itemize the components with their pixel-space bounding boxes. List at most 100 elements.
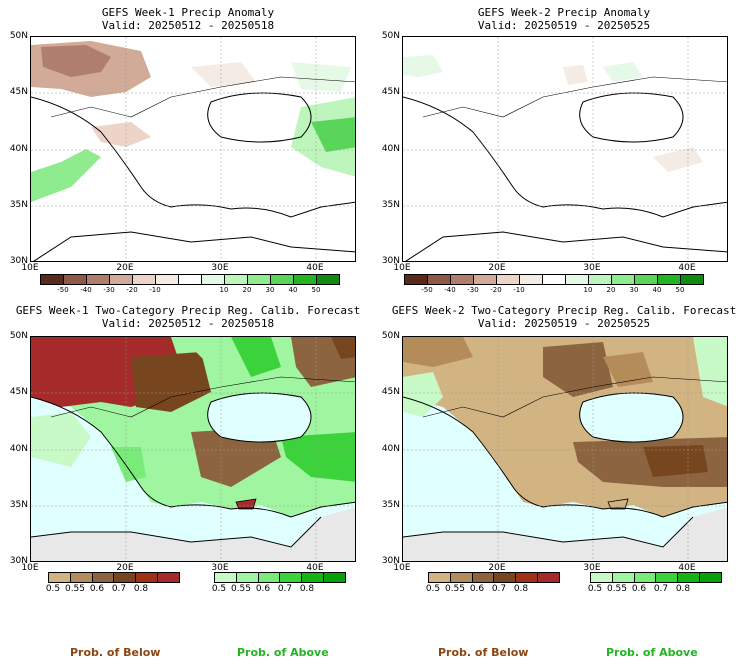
colorbar-tick: -10 xyxy=(513,286,525,294)
colorbar-tick: 0.5 xyxy=(211,584,227,594)
lat-label: 30N xyxy=(9,556,28,566)
panel-valid-dates: Valid: 20250519 - 20250525 xyxy=(477,19,651,32)
anomaly-map xyxy=(30,36,356,262)
colorbar-tick: 30 xyxy=(629,286,639,294)
panel-week1-anomaly: GEFS Week-1 Precip Anomaly Valid: 202505… xyxy=(0,0,376,300)
colorbar-tick: 0.55 xyxy=(444,584,466,594)
colorbar-tick: 0.6 xyxy=(631,584,647,594)
lat-label: 35N xyxy=(381,200,400,210)
probability-map xyxy=(402,336,728,562)
panel-title: GEFS Week-1 Two-Category Precip Reg. Cal… xyxy=(15,304,361,317)
colorbar-tick: 0.5 xyxy=(425,584,441,594)
colorbar-tick: -20 xyxy=(490,286,502,294)
lon-label: 10E xyxy=(393,263,411,273)
colorbar-tick: 0.5 xyxy=(587,584,603,594)
below-colorbar xyxy=(48,572,180,583)
colorbar-tick: 0.7 xyxy=(653,584,669,594)
lat-label: 50N xyxy=(381,31,400,41)
lat-label: 45N xyxy=(381,87,400,97)
lon-label: 20E xyxy=(116,563,134,573)
colorbar-tick: 0.7 xyxy=(111,584,127,594)
panel-title: GEFS Week-2 Two-Category Precip Reg. Cal… xyxy=(391,304,737,317)
colorbar-tick: 50 xyxy=(311,286,321,294)
colorbar-tick: 0.7 xyxy=(491,584,507,594)
map-canvas xyxy=(403,337,727,561)
map-canvas xyxy=(31,37,355,261)
lat-label: 35N xyxy=(381,500,400,510)
lat-label: 40N xyxy=(381,444,400,454)
panel-valid-dates: Valid: 20250512 - 20250518 xyxy=(101,317,275,330)
anomaly-colorbar xyxy=(40,274,340,285)
colorbar-tick: 10 xyxy=(219,286,229,294)
colorbar-tick: 0.6 xyxy=(89,584,105,594)
lon-label: 30E xyxy=(583,263,601,273)
colorbar-tick: 0.7 xyxy=(277,584,293,594)
probability-map xyxy=(30,336,356,562)
prob-above-label: Prob. of Above xyxy=(237,646,329,659)
colorbar-tick: -40 xyxy=(80,286,92,294)
lat-label: 45N xyxy=(9,387,28,397)
lat-label: 30N xyxy=(381,256,400,266)
map-canvas xyxy=(31,337,355,561)
lon-label: 30E xyxy=(211,563,229,573)
colorbar-tick: 30 xyxy=(265,286,275,294)
colorbar-tick: 0.8 xyxy=(299,584,315,594)
colorbar-tick: -30 xyxy=(103,286,115,294)
lon-label: 30E xyxy=(211,263,229,273)
above-colorbar xyxy=(214,572,346,583)
prob-below-label: Prob. of Below xyxy=(438,646,529,659)
lon-label: 20E xyxy=(488,263,506,273)
panel-week1-probability: GEFS Week-1 Two-Category Precip Reg. Cal… xyxy=(0,300,376,600)
panel-title: GEFS Week-2 Precip Anomaly xyxy=(477,6,651,19)
colorbar-tick: 10 xyxy=(583,286,593,294)
lat-label: 35N xyxy=(9,500,28,510)
lat-label: 30N xyxy=(9,256,28,266)
colorbar-tick: -50 xyxy=(421,286,433,294)
panel-title: GEFS Week-1 Precip Anomaly xyxy=(101,6,275,19)
panel-week2-anomaly: GEFS Week-2 Precip Anomaly Valid: 202505… xyxy=(376,0,752,300)
lon-label: 20E xyxy=(488,563,506,573)
lat-label: 40N xyxy=(381,144,400,154)
map-canvas xyxy=(403,37,727,261)
lat-label: 50N xyxy=(9,331,28,341)
lon-label: 30E xyxy=(583,563,601,573)
lat-label: 45N xyxy=(381,387,400,397)
colorbar-tick: 0.8 xyxy=(675,584,691,594)
lon-label: 10E xyxy=(21,263,39,273)
lat-label: 45N xyxy=(9,87,28,97)
colorbar-tick: 0.55 xyxy=(64,584,86,594)
lon-label: 10E xyxy=(393,563,411,573)
colorbar-tick: -20 xyxy=(126,286,138,294)
colorbar-tick: 20 xyxy=(242,286,252,294)
colorbar-tick: -10 xyxy=(149,286,161,294)
anomaly-colorbar xyxy=(404,274,704,285)
lon-label: 10E xyxy=(21,563,39,573)
colorbar-tick: 0.5 xyxy=(45,584,61,594)
lon-label: 40E xyxy=(306,563,324,573)
below-colorbar xyxy=(428,572,560,583)
panel-valid-dates: Valid: 20250519 - 20250525 xyxy=(477,317,651,330)
lon-label: 40E xyxy=(306,263,324,273)
lat-label: 40N xyxy=(9,144,28,154)
lon-label: 20E xyxy=(116,263,134,273)
colorbar-tick: -30 xyxy=(467,286,479,294)
prob-below-label: Prob. of Below xyxy=(70,646,161,659)
colorbar-tick: 0.55 xyxy=(230,584,252,594)
anomaly-map xyxy=(402,36,728,262)
colorbar-tick: 40 xyxy=(652,286,662,294)
lat-label: 40N xyxy=(9,444,28,454)
lat-label: 50N xyxy=(381,331,400,341)
colorbar-tick: 0.6 xyxy=(255,584,271,594)
colorbar-tick: 0.8 xyxy=(513,584,529,594)
lon-label: 40E xyxy=(678,263,696,273)
colorbar-tick: -50 xyxy=(57,286,69,294)
panel-valid-dates: Valid: 20250512 - 20250518 xyxy=(101,19,275,32)
colorbar-tick: -40 xyxy=(444,286,456,294)
prob-above-label: Prob. of Above xyxy=(606,646,698,659)
colorbar-tick: 20 xyxy=(606,286,616,294)
lat-label: 30N xyxy=(381,556,400,566)
panel-week2-probability: GEFS Week-2 Two-Category Precip Reg. Cal… xyxy=(376,300,752,600)
lon-label: 40E xyxy=(678,563,696,573)
lat-label: 50N xyxy=(9,31,28,41)
colorbar-tick: 0.8 xyxy=(133,584,149,594)
